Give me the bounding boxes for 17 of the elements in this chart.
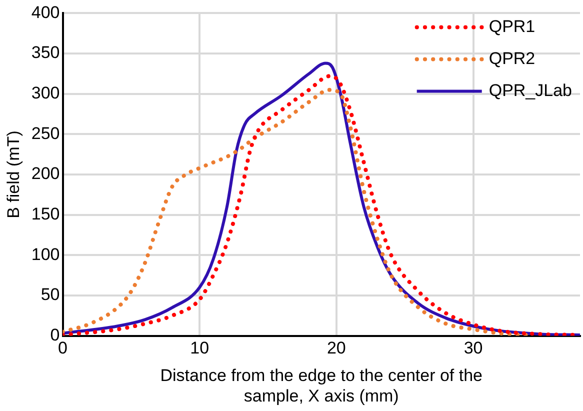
y-tick-label: 50 — [40, 285, 60, 304]
x-axis-title: Distance from the edge to the center of the sample, X axis (mm) — [160, 366, 483, 406]
y-tick-label: 200 — [31, 164, 60, 184]
legend-label: QPR1 — [488, 16, 536, 36]
legend-label: QPR2 — [488, 48, 536, 68]
y-tick-label: 250 — [31, 124, 60, 143]
y-tick-label: 0 — [50, 325, 60, 344]
x-tick-label: 10 — [190, 338, 210, 358]
y-tick-label: 400 — [31, 2, 60, 22]
y-tick-label: 300 — [31, 84, 60, 103]
y-tick-label: 150 — [31, 204, 60, 224]
y-axis-title: B field (mT) — [4, 130, 23, 218]
y-tick-label: 350 — [31, 43, 60, 62]
y-tick-label: 100 — [31, 244, 60, 264]
legend-label: QPR_JLab — [488, 80, 572, 100]
x-tick-label: 30 — [464, 338, 483, 358]
x-tick-label: 20 — [326, 338, 346, 358]
